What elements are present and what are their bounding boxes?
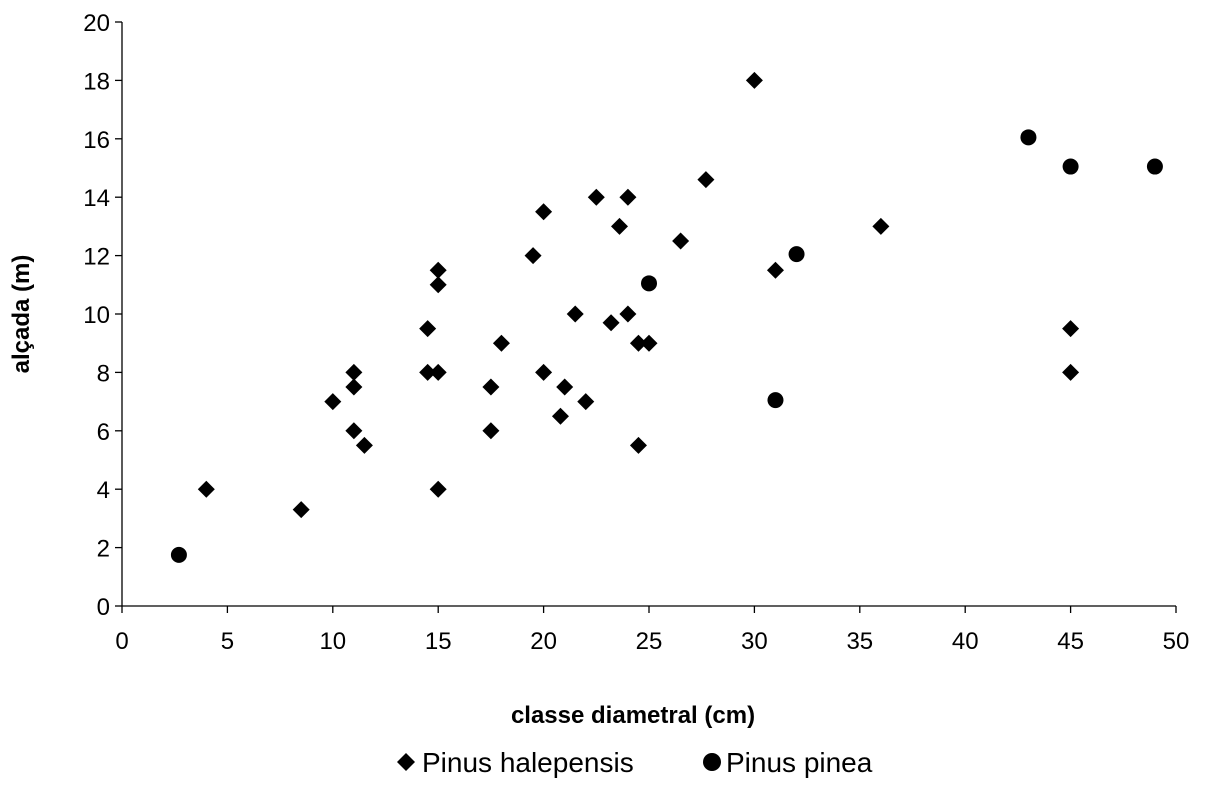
x-tick-label: 10 <box>319 628 346 655</box>
x-tick-label: 45 <box>1057 628 1084 655</box>
x-axis-title: classe diametral (cm) <box>511 702 755 729</box>
x-tick-label: 0 <box>115 628 128 655</box>
data-point-halepensis <box>566 305 584 323</box>
data-point-halepensis <box>745 71 763 89</box>
data-point-halepensis <box>482 422 500 440</box>
y-tick-label: 4 <box>97 477 110 504</box>
data-point-pinea <box>170 546 187 563</box>
legend-label-pinus-pinea: Pinus pinea <box>726 747 873 778</box>
data-point-halepensis <box>482 378 500 396</box>
data-point-halepensis <box>429 363 447 381</box>
y-tick-label: 16 <box>83 127 110 154</box>
ticks: 0 2 4 6 8 10 12 14 16 18 20 0 5 10 15 20 25 30 35 40 45 50 <box>83 10 1189 655</box>
data-point-pinea <box>1062 158 1079 175</box>
data-point-halepensis <box>629 334 647 352</box>
data-point-halepensis <box>535 363 553 381</box>
x-tick-label: 30 <box>741 628 768 655</box>
x-tick-label: 5 <box>221 628 234 655</box>
x-tick-label: 50 <box>1163 628 1190 655</box>
data-point-pinea <box>1146 158 1163 175</box>
data-point-halepensis <box>429 276 447 294</box>
y-tick-label: 12 <box>83 244 110 271</box>
data-point-halepensis <box>345 422 363 440</box>
y-tick-label: 8 <box>97 360 110 387</box>
data-point-halepensis <box>672 232 690 250</box>
data-point-halepensis <box>619 188 637 206</box>
data-point-halepensis <box>697 171 715 189</box>
x-tick-label: 35 <box>846 628 873 655</box>
data-point-halepensis <box>1062 320 1080 338</box>
data-point-halepensis <box>419 363 437 381</box>
data-point-halepensis <box>577 393 595 411</box>
data-point-halepensis <box>429 480 447 498</box>
legend-marker-pinus-halepensis <box>397 753 415 771</box>
data-point-halepensis <box>610 217 628 235</box>
y-tick-label: 18 <box>83 68 110 95</box>
x-tick-label: 25 <box>636 628 663 655</box>
x-tick-label: 20 <box>530 628 557 655</box>
data-point-halepensis <box>429 261 447 279</box>
data-point-halepensis <box>619 305 637 323</box>
data-point-halepensis <box>524 247 542 265</box>
legend: Pinus halepensis Pinus pinea <box>397 747 873 778</box>
data-point-halepensis <box>556 378 574 396</box>
y-tick-label: 10 <box>83 302 110 329</box>
data-point-halepensis <box>345 363 363 381</box>
data-point-halepensis <box>629 436 647 454</box>
data-point-pinea <box>767 392 784 409</box>
data-point-halepensis <box>1062 363 1080 381</box>
data-point-pinea <box>788 246 805 263</box>
data-point-halepensis <box>535 203 553 221</box>
data-point-halepensis <box>292 501 310 519</box>
y-tick-label: 6 <box>97 419 110 446</box>
data-point-halepensis <box>551 407 569 425</box>
data-point-halepensis <box>587 188 605 206</box>
y-tick-label: 20 <box>83 10 110 37</box>
data-point-pinea <box>1020 129 1037 146</box>
legend-marker-pinus-pinea <box>703 753 721 771</box>
y-tick-label: 2 <box>97 536 110 563</box>
data-point-halepensis <box>355 436 373 454</box>
data-point-halepensis <box>419 320 437 338</box>
data-point-halepensis <box>640 334 658 352</box>
data-point-halepensis <box>324 393 342 411</box>
data-point-halepensis <box>766 261 784 279</box>
y-axis-title: alçada (m) <box>8 255 35 374</box>
data-points <box>170 71 1163 563</box>
data-point-halepensis <box>602 314 620 332</box>
legend-label-pinus-halepensis: Pinus halepensis <box>422 747 634 778</box>
data-point-halepensis <box>872 217 890 235</box>
x-tick-label: 15 <box>425 628 452 655</box>
y-tick-label: 14 <box>83 185 110 212</box>
x-tick-label: 40 <box>952 628 979 655</box>
data-point-halepensis <box>492 334 510 352</box>
data-point-pinea <box>641 275 657 292</box>
y-tick-label: 0 <box>97 594 110 621</box>
axes <box>121 22 1176 607</box>
data-point-halepensis <box>345 378 363 396</box>
data-point-halepensis <box>197 480 215 498</box>
